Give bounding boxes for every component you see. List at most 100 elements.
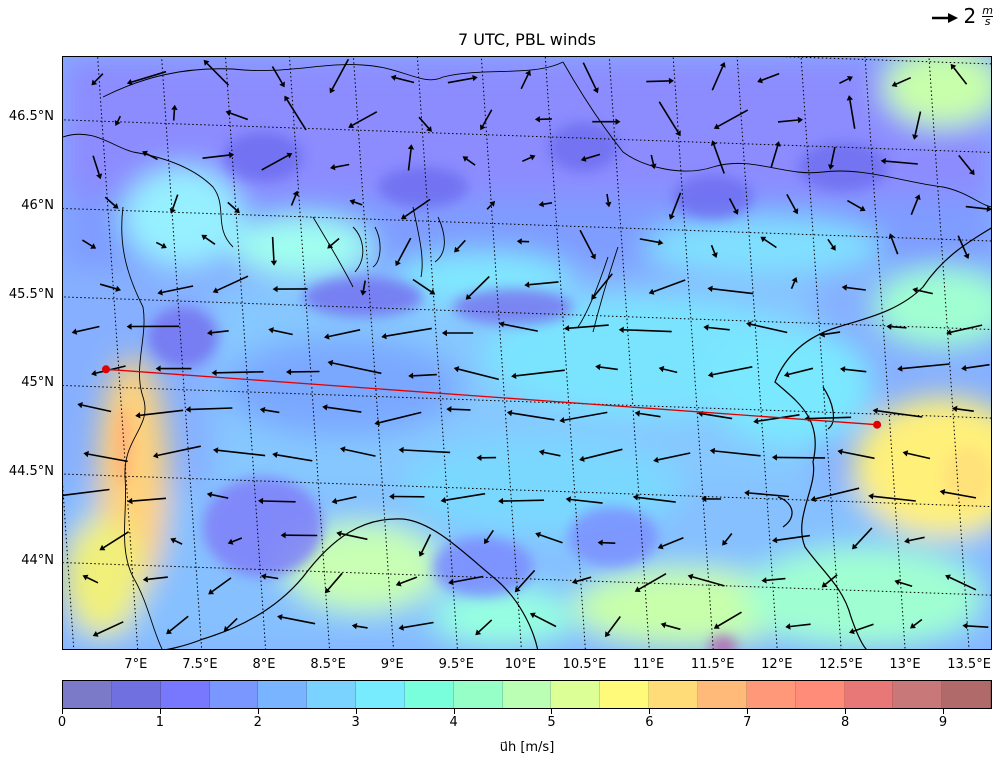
wind-map (62, 56, 992, 650)
meridian-line (63, 482, 75, 649)
wind-arrow (632, 494, 676, 503)
wind-arrow (418, 534, 432, 557)
latitude-label: 44.5°N (8, 464, 54, 480)
wind-arrow (946, 324, 983, 336)
wind-arrow (213, 447, 266, 457)
wind-arrow (958, 154, 975, 176)
wind-arrow (126, 70, 167, 86)
wind-arrow (520, 70, 531, 90)
wind-arrow (634, 573, 667, 592)
colorbar-tick-label: 2 (253, 715, 262, 730)
wind-arrow (260, 573, 279, 580)
parallel-line (63, 473, 991, 508)
meridian-line (544, 57, 586, 649)
wind-arrow (92, 621, 124, 637)
wind-arrow (498, 497, 545, 505)
wind-arrow (872, 407, 923, 418)
colorbar-tickmark (62, 709, 63, 714)
wind-arrow (579, 448, 623, 462)
colorbar-segment (160, 681, 210, 708)
wind-arrow (618, 326, 672, 333)
wind-arrow (945, 574, 977, 591)
wind-arrow (272, 451, 313, 462)
colorbar-tick-label: 8 (841, 715, 850, 730)
wind-arrow (790, 277, 798, 290)
wind-arrow (327, 359, 382, 375)
wind-arrow (591, 273, 613, 300)
wind-arrow (837, 448, 875, 460)
wind-arrow (407, 144, 415, 171)
colorbar-label: u⃗h [m/s] (499, 740, 555, 755)
wind-arrow (849, 623, 874, 635)
plot-title: 7 UTC, PBL winds (458, 30, 596, 49)
meridian-line (352, 57, 394, 649)
colorbar-segment (63, 681, 112, 708)
wind-arrow (559, 411, 608, 424)
wind-arrow (761, 577, 786, 584)
longitude-label: 8.5°E (310, 657, 346, 672)
wind-arrow (952, 405, 974, 412)
meridian-line (608, 57, 650, 649)
wind-arrow (99, 531, 130, 551)
colorbar-segment (209, 681, 259, 708)
wind-arrow (564, 324, 609, 332)
parallel-line (780, 57, 991, 65)
wind-arrow (211, 369, 264, 376)
wind-arrow (208, 577, 232, 595)
wind-arrow (227, 201, 240, 214)
colorbar-tick-label: 7 (743, 715, 752, 730)
wind-arrow (324, 572, 343, 594)
wind-arrow (277, 614, 316, 625)
wind-arrow (322, 404, 362, 413)
wind-arrow (440, 492, 486, 504)
wind-arrow (395, 237, 412, 267)
wind-arrow (722, 533, 733, 546)
latitude-label: 46°N (21, 197, 54, 213)
longitude-label: 13°E (889, 657, 921, 672)
wind-arrow (868, 493, 916, 502)
wind-arrow (891, 76, 912, 87)
wind-arrow (201, 234, 216, 245)
wind-arrow (524, 281, 559, 288)
wind-arrow (701, 495, 722, 503)
wind-arrow (904, 536, 925, 544)
wind-arrow (744, 489, 790, 498)
longitude-label: 7°E (124, 657, 148, 672)
wind-arrow (592, 118, 621, 125)
wind-arrow (465, 275, 490, 300)
arrow-icon (931, 4, 958, 28)
wind-arrow (514, 569, 536, 593)
longitude-label: 10.5°E (562, 657, 607, 672)
wind-arrow (336, 530, 368, 541)
wind-arrow (760, 236, 777, 249)
borders-and-lakes (63, 61, 991, 649)
wind-arrow (771, 454, 826, 461)
wind-arrow (709, 447, 761, 457)
wind-arrow (259, 406, 280, 414)
wind-arrow (390, 74, 415, 84)
parallel-line (63, 385, 991, 419)
wind-arrow (446, 406, 471, 413)
wind-arrow (185, 406, 233, 413)
colorbar-tick-label: 9 (938, 715, 948, 730)
wind-arrow (538, 449, 561, 457)
wind-arrow (169, 194, 179, 214)
wind-arrow (880, 158, 918, 165)
wind-arrow (785, 623, 811, 630)
colorbar-segment (502, 681, 552, 708)
wind-arrow (225, 110, 249, 121)
wind-arrow (783, 367, 814, 378)
wind-arrow (605, 193, 612, 208)
colorbar-tick-label: 4 (449, 715, 458, 730)
wind-arrow (448, 575, 484, 586)
wind-arrow (639, 238, 664, 246)
wind-arrow (331, 496, 357, 505)
wind-arrow (280, 532, 318, 539)
wind-arrow (965, 205, 991, 212)
wind-arrow (713, 109, 749, 130)
wind-arrow (142, 150, 158, 161)
colorbar-tickmark (649, 709, 651, 714)
wind-arrow (381, 327, 432, 340)
wind-arrow (408, 372, 437, 379)
meridian-line (928, 57, 970, 649)
